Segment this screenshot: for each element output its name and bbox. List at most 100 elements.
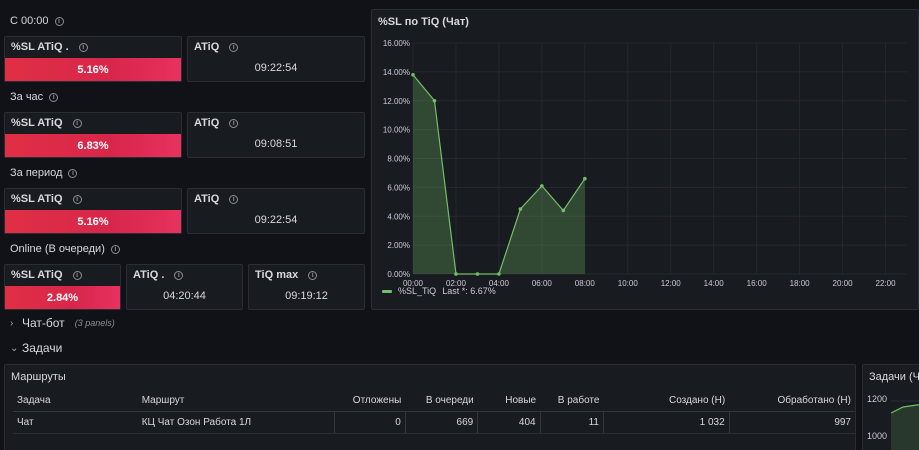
info-icon[interactable]: i (110, 244, 120, 254)
panel-title: ATiQ i (194, 41, 239, 53)
y-tick-label: 6.00% (387, 183, 410, 192)
panel-title-text: ATiQ . (133, 269, 165, 281)
section-title-online: Online (В очереди) i (10, 243, 120, 255)
column-header[interactable]: Отложены (334, 391, 406, 412)
panel-title: %SL ATiQ i (11, 117, 82, 129)
x-tick-label: 12:00 (661, 279, 682, 288)
table-cell: КЦ Чат Озон Работа 1Л (137, 411, 335, 434)
table-row[interactable]: Чат КЦ Чат Озон Работа 1Л 0 669 404 11 1… (13, 411, 855, 434)
stat-value: 09:19:12 (285, 290, 328, 302)
row-label: Чат-бот (22, 316, 65, 330)
column-header[interactable]: В работе (540, 391, 604, 412)
x-tick-label: 06:00 (532, 279, 553, 288)
table-cell: 0 (334, 411, 406, 434)
column-header[interactable]: Маршрут (137, 391, 335, 412)
x-tick-label: 16:00 (747, 279, 768, 288)
row-chatbot[interactable]: › Чат-бот (3 panels) (0, 313, 919, 333)
y-tick-label: 12.00% (383, 97, 410, 106)
stat-value: 5.16% (5, 210, 181, 233)
info-icon[interactable]: i (68, 168, 78, 178)
row-tasks[interactable]: ⌄ Задачи (0, 338, 919, 358)
table-cell: 1 032 (602, 411, 730, 434)
panel-title-text: %SL ATiQ (11, 269, 63, 281)
chart-legend[interactable]: %SL_TiQ Last *: 6.67% (382, 286, 496, 296)
panel-title-text: ATiQ (194, 117, 220, 129)
info-icon[interactable]: i (54, 16, 64, 26)
series-area (413, 74, 585, 274)
info-icon[interactable]: i (72, 270, 82, 280)
column-header[interactable]: В очереди (405, 391, 478, 412)
chart-panel-sl-by-tiq[interactable]: %SL по TiQ (Чат) 0.00% 2.00% 4.00% 6.00% 8.0… (371, 9, 919, 310)
legend-swatch (382, 289, 392, 293)
table-cell: Чат (13, 411, 138, 434)
tasks-chart-panel[interactable]: Задачи (Ча 1200 1000 (862, 364, 919, 450)
chevron-down-icon: ⌄ (10, 342, 19, 354)
info-icon[interactable]: i (229, 42, 239, 52)
table-cell: 404 (477, 411, 541, 434)
stat-value: 09:08:51 (254, 138, 298, 150)
column-header[interactable]: Задача (13, 391, 138, 412)
x-tick-label: 14:00 (704, 279, 725, 288)
chevron-right-icon: › (10, 317, 14, 329)
stat-panel-atiq-1[interactable]: ATiQ i 09:22:54 (187, 36, 365, 82)
data-point (432, 98, 437, 103)
routes-panel[interactable]: Маршруты Задача Маршрут Отложены В очере… (4, 364, 856, 450)
info-icon[interactable]: i (174, 270, 184, 280)
stat-panel-sl-atiq-3[interactable]: %SL ATiQ i 5.16% (4, 188, 182, 234)
stat-panel-atiq-2[interactable]: ATiQ i 09:08:51 (187, 112, 365, 158)
info-icon[interactable]: i (72, 194, 82, 204)
panel-title-text: %SL ATiQ . (11, 41, 69, 53)
data-point (411, 72, 415, 77)
stat-panel-tiq-max[interactable]: TiQ max i 09:19:12 (248, 264, 365, 310)
y-tick-label: 1000 (867, 431, 888, 441)
y-tick-label: 2.00% (387, 241, 410, 250)
stat-value: 2.84% (5, 286, 120, 309)
info-icon[interactable]: i (229, 118, 239, 128)
y-tick-label: 1200 (867, 394, 888, 404)
data-point (475, 272, 480, 276)
section-title-text: Online (В очереди) (10, 243, 105, 255)
y-tick-label: 14.00% (383, 68, 410, 77)
section-title-text: За час (10, 91, 44, 103)
tasks-series-area (891, 404, 919, 450)
column-header[interactable]: Обработано (Н) (729, 391, 855, 412)
y-tick-label: 8.00% (387, 155, 410, 164)
panel-title: %SL ATiQ . i (11, 41, 88, 53)
stat-panel-sl-atiq-1[interactable]: %SL ATiQ . i 5.16% (4, 36, 182, 82)
info-icon[interactable]: i (308, 270, 318, 280)
panel-title-text: ATiQ (194, 41, 220, 53)
panel-title-text: Маршруты (11, 371, 66, 383)
column-header[interactable]: Создано (Н) (603, 391, 730, 412)
stat-panel-atiq-4[interactable]: ATiQ . i 04:20:44 (126, 264, 243, 310)
panel-title: %SL по TiQ (Чат) (378, 16, 469, 28)
stat-panel-atiq-3[interactable]: ATiQ i 09:22:54 (187, 188, 365, 234)
panel-title-text: %SL по TiQ (Чат) (378, 16, 469, 28)
info-icon[interactable]: i (49, 92, 59, 102)
stat-value: 6.83% (5, 134, 181, 157)
panel-title: Задачи (Ча (869, 371, 919, 383)
info-icon[interactable]: i (72, 118, 82, 128)
data-point (583, 176, 587, 181)
x-tick-label: 04:00 (489, 279, 510, 288)
panel-title: ATiQ . i (133, 269, 184, 281)
panel-title: TiQ max i (255, 269, 318, 281)
info-icon[interactable]: i (78, 42, 88, 52)
data-point (497, 272, 501, 276)
data-point (561, 208, 566, 213)
y-tick-label: 4.00% (387, 212, 410, 221)
info-icon[interactable]: i (229, 194, 239, 204)
stat-value: 04:20:44 (163, 290, 206, 302)
column-header[interactable]: Новые (477, 391, 541, 412)
data-point (518, 207, 523, 211)
section-title-per-hour: За час i (10, 91, 59, 103)
panel-title-text: %SL ATiQ (11, 193, 63, 205)
stat-panel-sl-atiq-2[interactable]: %SL ATiQ i 6.83% (4, 112, 182, 158)
routes-table: Задача Маршрут Отложены В очереди Новые … (13, 391, 855, 434)
section-title-text: За период (10, 167, 63, 179)
stat-panel-sl-atiq-4[interactable]: %SL ATiQ i 2.84% (4, 264, 121, 310)
y-tick-label: 16.00% (383, 39, 410, 48)
row-panel-count: (3 panels) (74, 318, 115, 328)
panel-title-text: Задачи (Ча (869, 371, 919, 383)
legend-last-value: Last *: 6.67% (442, 286, 496, 296)
x-tick-label: 20:00 (833, 279, 854, 288)
